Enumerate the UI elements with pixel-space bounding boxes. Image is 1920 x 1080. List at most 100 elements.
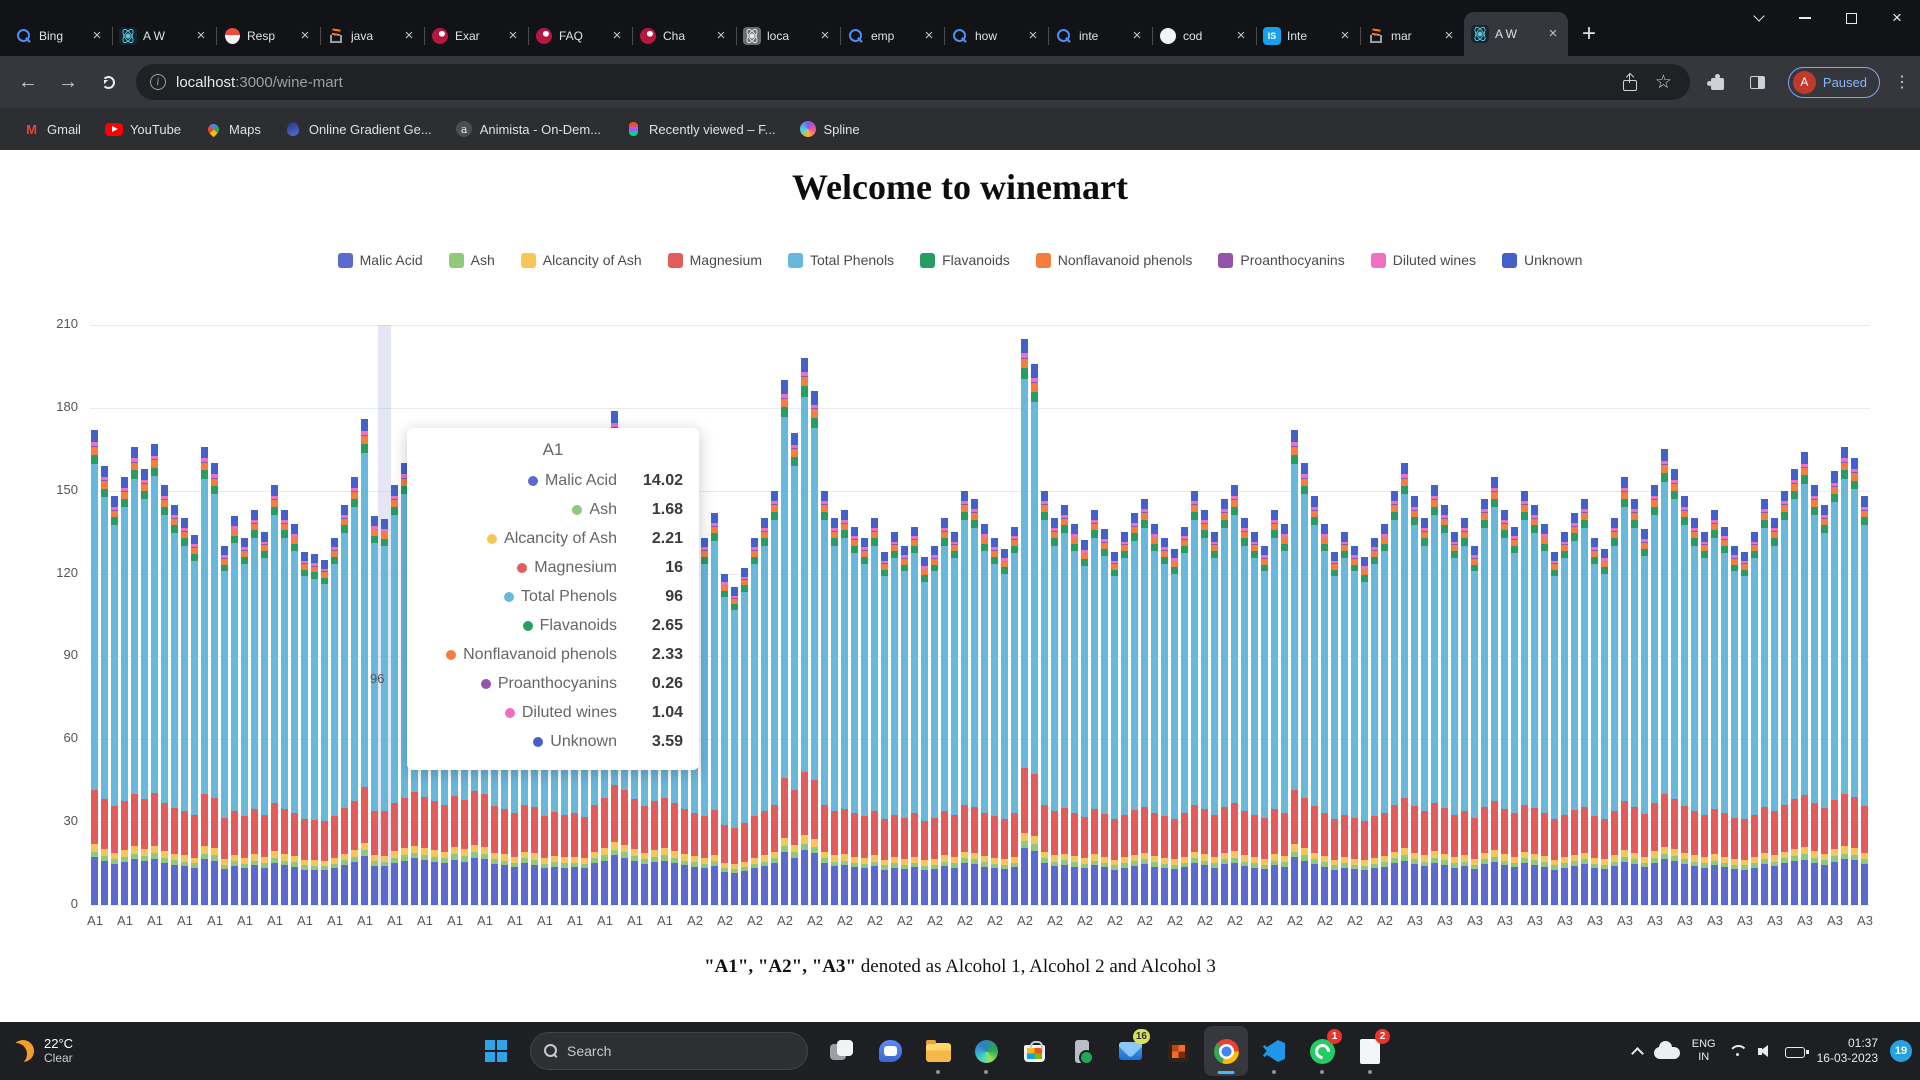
bar[interactable] [1231,485,1238,905]
bar[interactable] [401,463,408,905]
bookmark-youtube[interactable]: YouTube [96,118,190,141]
bar[interactable] [1081,540,1088,905]
bar[interactable] [361,418,368,905]
bar[interactable] [1491,476,1498,905]
bar[interactable] [1011,526,1018,905]
bar[interactable] [1211,532,1218,905]
bar[interactable] [321,559,328,905]
bar[interactable] [1021,338,1028,905]
tab-close-icon[interactable]: × [1444,27,1454,44]
start-button[interactable] [474,1026,518,1076]
bar[interactable] [1131,512,1138,905]
bar[interactable] [841,510,848,905]
taskbar-app-vscode[interactable] [1252,1026,1296,1076]
bar[interactable] [741,568,748,905]
bar[interactable] [251,510,258,905]
bar[interactable] [271,485,278,905]
bar[interactable] [1741,551,1748,905]
bookmark-online-gradient-ge[interactable]: Online Gradient Ge... [276,117,441,142]
taskbar-app-teams-chat[interactable] [868,1026,912,1076]
bar[interactable] [341,504,348,905]
tab-12[interactable]: cod × [1152,16,1256,56]
bar[interactable] [1301,463,1308,905]
bar[interactable] [241,537,248,905]
bar[interactable] [771,490,778,905]
side-panel-button[interactable] [1740,64,1776,100]
bar[interactable] [821,490,828,905]
tab-2[interactable]: A W × [112,16,216,56]
taskbar-app-edge[interactable] [964,1026,1008,1076]
tab-1[interactable]: Bing × [8,16,112,56]
tab-11[interactable]: inte × [1048,16,1152,56]
bar[interactable] [1731,546,1738,905]
bar[interactable] [1431,485,1438,905]
bar[interactable] [1571,512,1578,905]
bar[interactable] [1101,529,1108,905]
legend-item[interactable]: Proanthocyanins [1218,252,1345,268]
bar[interactable] [1721,526,1728,905]
forward-button[interactable]: → [58,70,78,93]
bar[interactable] [111,496,118,905]
bar[interactable] [1421,518,1428,905]
bar[interactable] [1411,496,1418,905]
battery-icon[interactable] [1784,1046,1809,1058]
bar[interactable] [721,573,728,905]
bar[interactable] [1271,510,1278,905]
tab-8[interactable]: loca × [736,16,840,56]
hidden-icons-chevron-icon[interactable] [1630,1046,1644,1060]
legend-item[interactable]: Alcancity of Ash [520,252,642,268]
bar[interactable] [801,358,808,905]
bar[interactable] [211,463,218,905]
bar[interactable] [751,537,758,905]
bar[interactable] [91,430,98,905]
share-icon[interactable] [1622,73,1637,91]
bar[interactable] [1061,504,1068,905]
bar[interactable] [1091,510,1098,905]
bar[interactable] [1001,548,1008,905]
bar[interactable] [1221,499,1228,905]
bar[interactable] [221,546,228,905]
bar[interactable] [931,546,938,905]
bar[interactable] [851,526,858,905]
bar[interactable] [871,518,878,905]
bar[interactable] [881,551,888,905]
bar[interactable] [1811,485,1818,905]
bar[interactable] [1471,546,1478,905]
bar[interactable] [1711,510,1718,905]
taskbar-app-whatsapp[interactable]: 1 [1300,1026,1344,1076]
bar[interactable] [1381,523,1388,905]
site-info-icon[interactable]: i [150,74,166,90]
bar[interactable] [1671,468,1678,905]
bar[interactable] [761,518,768,905]
taskbar-app-widgets-app[interactable] [1156,1026,1200,1076]
bar[interactable] [1261,546,1268,905]
bar[interactable] [951,532,958,905]
bar[interactable] [1241,518,1248,905]
bar[interactable] [1191,490,1198,905]
bar[interactable] [1311,496,1318,905]
bar[interactable] [1451,532,1458,905]
bookmark-maps[interactable]: Maps [196,117,270,142]
bar[interactable] [381,518,388,905]
address-bar[interactable]: i localhost:3000/wine-mart ☆ [136,64,1690,100]
extensions-button[interactable] [1700,64,1736,100]
bar[interactable] [1321,523,1328,905]
bar[interactable] [1361,557,1368,905]
bar[interactable] [1201,510,1208,905]
new-tab-button[interactable]: + [1581,20,1596,47]
tab-close-icon[interactable]: × [404,27,414,44]
legend-item[interactable]: Flavanoids [920,252,1010,268]
legend-item[interactable]: Total Phenols [788,252,894,268]
bar[interactable] [781,380,788,905]
bar[interactable] [1051,518,1058,905]
bar[interactable] [1371,537,1378,905]
bar[interactable] [991,537,998,905]
volume-icon[interactable] [1757,1044,1773,1058]
bar[interactable] [1841,446,1848,905]
bar[interactable] [1501,510,1508,905]
bar[interactable] [1791,468,1798,905]
bar[interactable] [831,518,838,905]
tab-3[interactable]: Resp × [216,16,320,56]
notification-count-badge[interactable]: 19 [1890,1040,1912,1062]
taskbar-app-mail[interactable]: 16 [1108,1026,1152,1076]
